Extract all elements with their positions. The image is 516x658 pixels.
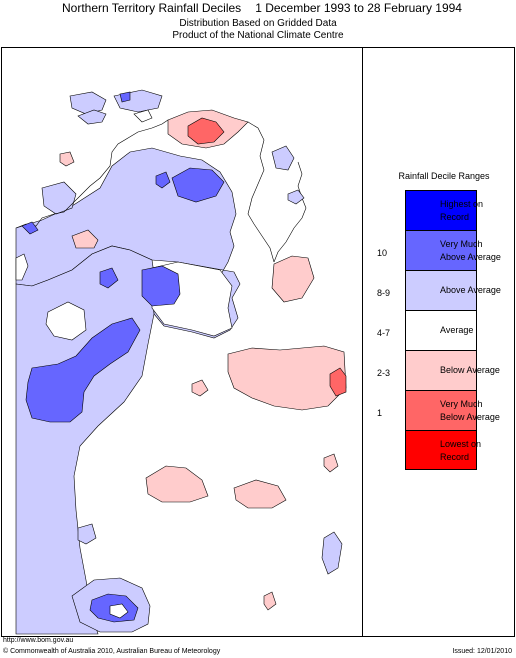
legend-title: Rainfall Decile Ranges xyxy=(398,171,490,181)
legend-range-8-9: 8-9 xyxy=(377,288,391,298)
region-very-much-above-small2 xyxy=(99,267,119,289)
island-groote xyxy=(287,189,305,205)
map-frame xyxy=(1,47,515,637)
legend-label-highest-on-record: Highest on Record xyxy=(440,198,483,224)
region-average-hole-3 xyxy=(15,253,29,281)
legend-label-line: Highest on xyxy=(440,199,484,209)
region-below-average-small3 xyxy=(191,379,209,397)
region-below-average-east-large xyxy=(227,345,347,411)
legend-label-above-average: Above Average xyxy=(440,284,501,297)
footer-issued-date: Issued: 12/01/2010 xyxy=(452,648,512,655)
map-title-period: 1 December 1993 to 28 February 1994 xyxy=(255,1,462,15)
legend-label-line: Very Much xyxy=(440,399,483,409)
legend-swatch-average xyxy=(405,310,477,350)
island-bathurst xyxy=(77,109,107,125)
legend-swatch-below-average xyxy=(405,350,477,390)
legend-range-2-3: 2-3 xyxy=(377,368,391,378)
legend-label-line: Very Much xyxy=(440,239,483,249)
legend-range-10: 10 xyxy=(377,248,388,258)
region-very-much-below-north xyxy=(187,117,225,145)
region-very-much-above-north-small xyxy=(155,171,171,189)
legend-label-line: Above Average xyxy=(440,252,501,262)
region-above-average-north xyxy=(69,91,107,115)
region-very-much-above-central xyxy=(141,265,181,307)
legend-swatch-very-much-below-average xyxy=(405,390,477,430)
legend-label-average: Average xyxy=(440,324,473,337)
legend-label-line: Record xyxy=(440,452,470,462)
region-below-average-south-east xyxy=(233,479,287,509)
legend-label-line: Lowest on xyxy=(440,439,482,449)
legend-swatch-lowest-on-record xyxy=(405,430,477,470)
region-average-hole-1 xyxy=(45,301,87,341)
region-above-average-wn xyxy=(41,181,77,215)
region-above-average-southwest xyxy=(15,245,155,635)
coastline-gulf xyxy=(273,161,307,263)
region-average-south-hole xyxy=(109,603,129,619)
legend-swatch-above-average xyxy=(405,270,477,310)
region-above-average-wc xyxy=(77,523,97,545)
legend-label-line: Record xyxy=(440,212,470,222)
region-above-average-arnhem-top xyxy=(113,89,163,113)
region-very-much-above-northwest xyxy=(171,167,225,203)
region-very-much-above-northcoast xyxy=(119,91,131,103)
map-title: Northern Territory Rainfall Deciles 1 Dec… xyxy=(4,1,516,15)
footer-copyright: © Commonwealth of Australia 2010, Austra… xyxy=(3,648,221,655)
map-subtitle-distribution: Distribution Based on Gridded Data xyxy=(179,18,337,29)
region-below-average-small5 xyxy=(323,453,339,473)
legend-label-very-much-above-average: Very Much Above Average xyxy=(440,238,501,264)
region-below-average-south-central xyxy=(145,465,209,503)
region-above-average-east xyxy=(271,145,295,171)
region-below-average-east-upper xyxy=(271,255,315,303)
legend-label-line: Average xyxy=(440,325,474,335)
region-below-average-small2 xyxy=(59,151,75,167)
legend-range-4-7: 4-7 xyxy=(377,328,391,338)
region-very-much-below-east xyxy=(329,367,347,397)
legend-label-line: Above Average xyxy=(440,285,501,295)
region-very-much-above-large-west xyxy=(25,317,141,423)
island-north-coast xyxy=(133,109,153,123)
legend-divider xyxy=(362,47,363,637)
legend-swatch-highest-on-record xyxy=(405,190,477,230)
legend-label-lowest-on-record: Lowest on Record xyxy=(440,438,481,464)
footer-url-link[interactable]: http://www.bom.gov.au xyxy=(3,637,74,644)
legend-label-below-average: Below Average xyxy=(440,364,500,377)
map-title-region: Northern Territory Rainfall Deciles xyxy=(62,1,242,15)
map-subtitle-product: Product of the National Climate Centre xyxy=(172,30,344,41)
region-below-average-small4 xyxy=(263,591,277,611)
rainfall-decile-map xyxy=(15,89,347,635)
legend-swatch-very-much-above-average xyxy=(405,230,477,270)
legend-label-very-much-below-average: Very Much Below Average xyxy=(440,398,500,424)
legend-label-line: Below Average xyxy=(440,412,500,422)
legend-label-line: Below Average xyxy=(440,365,500,375)
region-below-average-small1 xyxy=(71,229,99,249)
island-west-coast xyxy=(21,221,39,235)
region-above-average-se xyxy=(321,531,343,575)
legend-range-1: 1 xyxy=(377,408,383,418)
coastline-north xyxy=(15,119,275,263)
